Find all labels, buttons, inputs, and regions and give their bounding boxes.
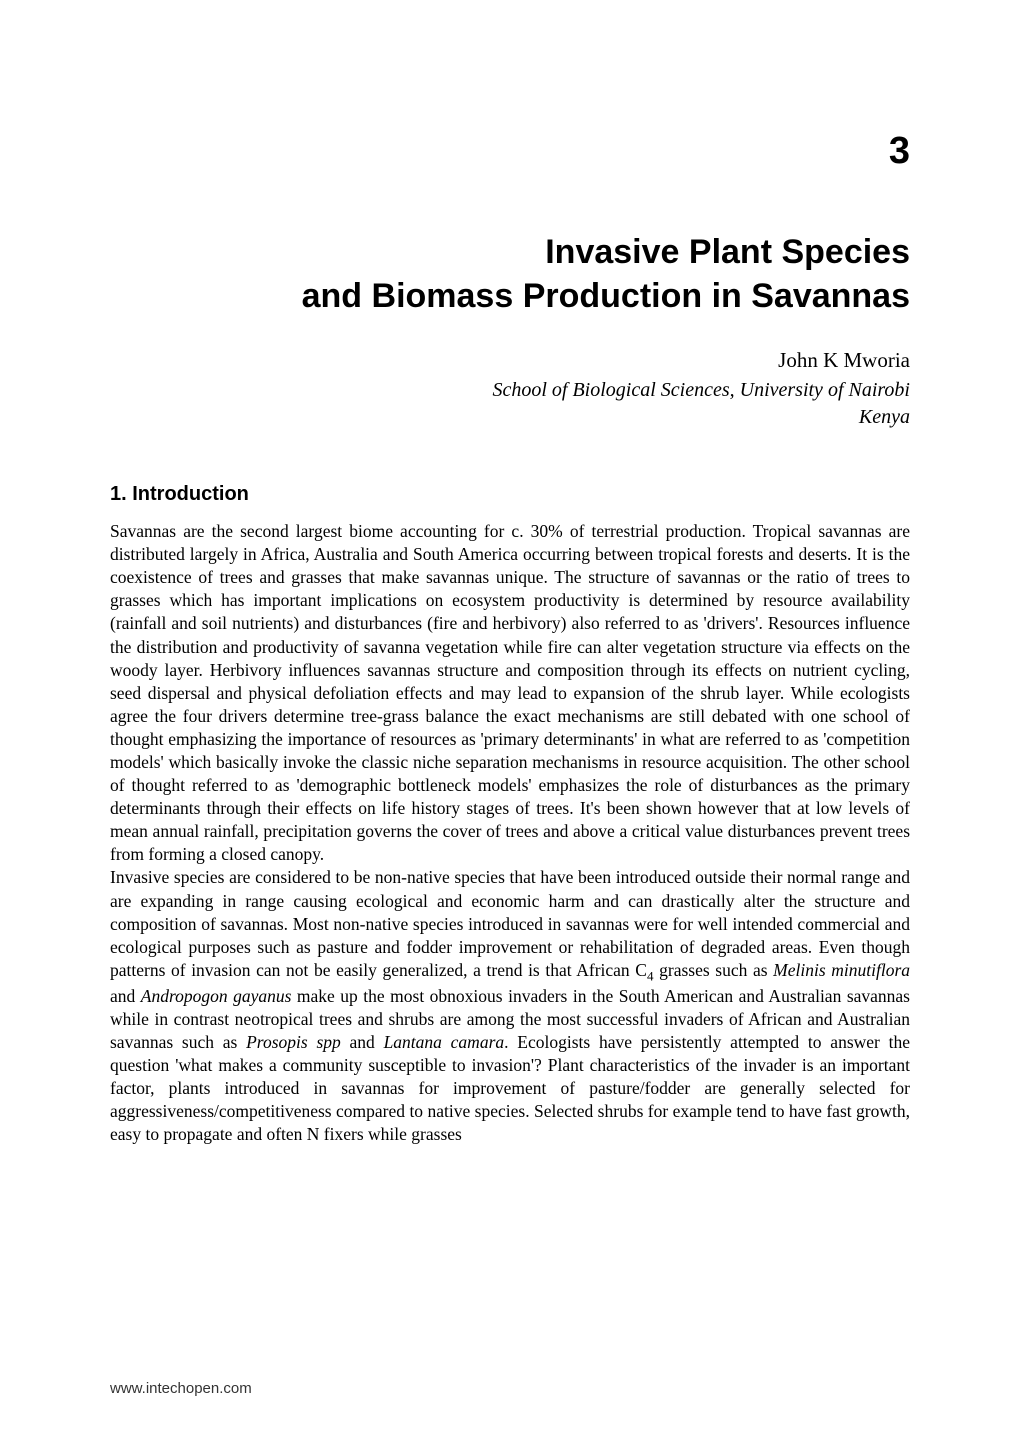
para2-text-mid2: and bbox=[110, 986, 141, 1006]
species-andropogon: Andropogon gayanus bbox=[141, 986, 292, 1006]
para2-text-mid4: and bbox=[341, 1032, 384, 1052]
chapter-title: Invasive Plant Species and Biomass Produ… bbox=[110, 231, 910, 318]
paragraph-2: Invasive species are considered to be no… bbox=[110, 866, 910, 1146]
affiliation-country: Kenya bbox=[859, 406, 910, 428]
footer-url: www.intechopen.com bbox=[110, 1380, 252, 1397]
chapter-number: 3 bbox=[110, 130, 910, 173]
affiliation-institution: School of Biological Sciences, Universit… bbox=[492, 379, 910, 401]
species-lantana: Lantana camara bbox=[384, 1032, 505, 1052]
author-name: John K Mworia bbox=[110, 348, 910, 373]
paragraph-1: Savannas are the second largest biome ac… bbox=[110, 520, 910, 866]
author-affiliation: School of Biological Sciences, Universit… bbox=[110, 377, 910, 431]
title-line-2: and Biomass Production in Savannas bbox=[302, 277, 910, 315]
para2-text-mid: grasses such as bbox=[654, 960, 774, 980]
title-line-1: Invasive Plant Species bbox=[545, 233, 910, 271]
species-prosopis: Prosopis spp bbox=[246, 1032, 341, 1052]
species-melinis: Melinis minutiflora bbox=[773, 960, 910, 980]
section-heading-introduction: 1. Introduction bbox=[110, 483, 910, 506]
